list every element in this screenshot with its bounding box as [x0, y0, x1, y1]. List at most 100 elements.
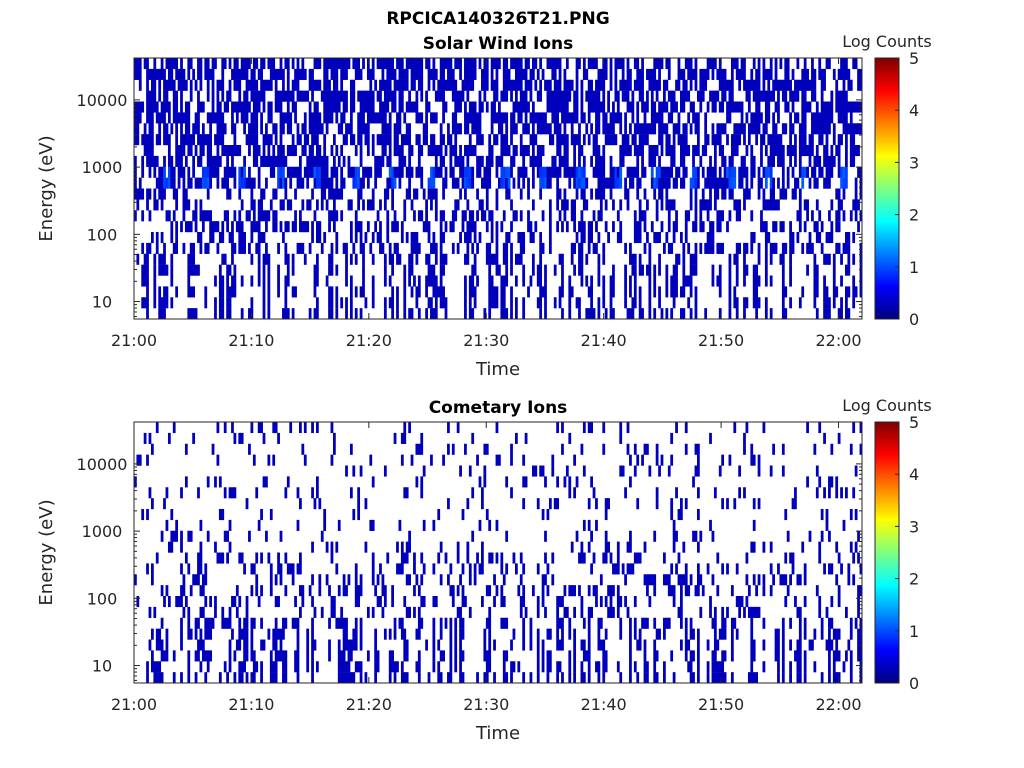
heatmap-cell [544, 123, 547, 135]
heatmap-cell [740, 101, 744, 113]
heatmap-cell [828, 308, 831, 320]
heatmap-cell [694, 443, 698, 455]
heatmap-cell [730, 101, 734, 113]
heatmap-cell [417, 242, 421, 254]
heatmap-cell [260, 552, 263, 564]
heatmap-cell [498, 123, 501, 135]
heatmap-cell [740, 177, 744, 189]
heatmap-cell [308, 155, 312, 167]
heatmap-cell [180, 68, 183, 80]
heatmap-cell [434, 112, 438, 124]
heatmap-cell [682, 123, 686, 135]
heatmap-cell [709, 199, 712, 211]
heatmap-cell [163, 123, 166, 135]
heatmap-cell [277, 552, 280, 564]
heatmap-cell [811, 210, 814, 222]
heatmap-cell [206, 650, 210, 662]
heatmap-cell [694, 177, 698, 189]
heatmap-cell [180, 487, 183, 499]
heatmap-cell [459, 650, 462, 662]
heatmap-cell [473, 58, 477, 70]
heatmap-cell [568, 79, 572, 91]
heatmap-cell [587, 672, 591, 684]
heatmap-cell [197, 563, 200, 575]
heatmap-cell [743, 606, 746, 618]
heatmap-cell [789, 574, 792, 586]
heatmap-cell [388, 90, 392, 102]
heatmap-cell [514, 123, 518, 135]
heatmap-cell [245, 58, 249, 70]
heatmap-cell [614, 79, 618, 91]
heatmap-cell [362, 253, 365, 265]
heatmap-cell [777, 563, 780, 575]
heatmap-cell [238, 672, 242, 684]
heatmap-cell [405, 68, 409, 80]
heatmap-cell [534, 221, 538, 233]
heatmap-cell [764, 308, 768, 320]
heatmap-cell [585, 68, 589, 80]
heatmap-cell [311, 188, 314, 200]
heatmap-cell [629, 177, 632, 189]
heatmap-cell [553, 166, 557, 178]
heatmap-cell [772, 242, 775, 254]
heatmap-cell [684, 90, 688, 102]
heatmap-cell [342, 90, 346, 102]
heatmap-cell [519, 90, 523, 102]
heatmap-cell [536, 166, 540, 178]
heatmap-cell [299, 90, 302, 102]
heatmap-cell [454, 58, 458, 70]
heatmap-cell [701, 90, 705, 102]
heatmap-cell [478, 476, 482, 488]
heatmap-cell [835, 672, 839, 684]
heatmap-cell [167, 79, 171, 91]
heatmap-cell [316, 145, 319, 157]
heatmap-cell [413, 68, 416, 80]
heatmap-cell [369, 90, 373, 102]
heatmap-cell [854, 188, 858, 200]
heatmap-cell [502, 596, 506, 608]
heatmap-cell [393, 221, 397, 233]
heatmap-cell [612, 166, 615, 178]
heatmap-cell [660, 199, 664, 211]
heatmap-cell [694, 530, 698, 542]
heatmap-cell [531, 155, 535, 167]
heatmap-cell [342, 628, 346, 640]
heatmap-cell [422, 188, 426, 200]
heatmap-cell [539, 123, 543, 135]
heatmap-cell [471, 123, 475, 135]
heatmap-cell [825, 58, 829, 70]
heatmap-cell [665, 58, 669, 70]
heatmap-cell [223, 166, 227, 178]
heatmap-cell [556, 672, 560, 684]
heatmap-cell [279, 134, 283, 146]
heatmap-cell [311, 574, 314, 586]
heatmap-cell [527, 101, 530, 113]
heatmap-cell [692, 155, 695, 167]
heatmap-cell [752, 58, 756, 70]
heatmap-cell [434, 210, 438, 222]
heatmap-cell [653, 650, 657, 662]
heatmap-cell [383, 465, 387, 477]
heatmap-cell [316, 177, 319, 189]
heatmap-cell [308, 585, 312, 597]
heatmap-cell [299, 585, 302, 597]
heatmap-cell [835, 628, 839, 640]
heatmap-cell [624, 145, 627, 157]
heatmap-cell [415, 58, 419, 70]
heatmap-cell [330, 145, 334, 157]
heatmap-cell [648, 155, 652, 167]
heatmap-cell [335, 286, 339, 298]
heatmap-cell [665, 617, 669, 629]
heatmap-cell [677, 574, 681, 586]
heatmap-cell [772, 443, 775, 455]
heatmap-cell [582, 232, 586, 244]
heatmap-cell [272, 58, 276, 70]
heatmap-cell [694, 123, 698, 135]
heatmap-cell [274, 90, 278, 102]
heatmap-cell [592, 101, 596, 113]
heatmap-cell [138, 188, 142, 200]
heatmap-cell [680, 498, 683, 510]
heatmap-cell [408, 308, 411, 320]
heatmap-cell [595, 242, 598, 254]
heatmap-cell [519, 101, 523, 113]
